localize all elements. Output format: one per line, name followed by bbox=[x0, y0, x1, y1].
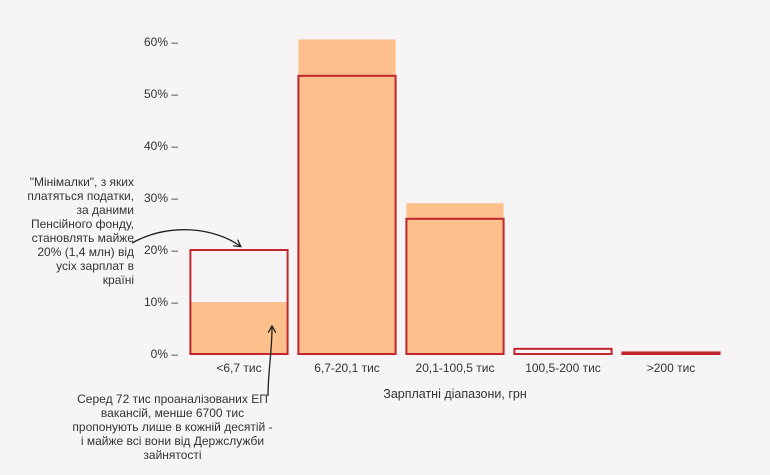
y-tick-label: 50% – bbox=[144, 87, 178, 101]
y-tick-label: 60% – bbox=[144, 35, 178, 49]
annotation-vacancies: Серед 72 тис проаналізованих ЕП вакансій… bbox=[72, 392, 273, 462]
x-tick-label: 6,7-20,1 тис bbox=[314, 361, 380, 375]
annotation-minimum-wage: "Мінімалки", з яких платяться податки, з… bbox=[27, 175, 134, 287]
bar-outline-1 bbox=[297, 74, 397, 356]
y-tick-label: 40% – bbox=[144, 139, 178, 153]
x-axis-title: Зарплатні діапазони, грн bbox=[383, 387, 527, 401]
bar-filled-2 bbox=[406, 203, 504, 354]
bar-filled-0 bbox=[190, 302, 288, 354]
bar-outline-3 bbox=[513, 347, 613, 355]
y-tick-label: 0% – bbox=[151, 347, 179, 361]
y-axis: 0% – 10% – 20% – 30% – 40% – 50% – 60% – bbox=[144, 35, 178, 361]
x-axis: <6,7 тис 6,7-20,1 тис 20,1-100,5 тис 100,5-… bbox=[216, 361, 695, 375]
y-tick-label: 10% – bbox=[144, 295, 178, 309]
y-tick-label: 20% – bbox=[144, 243, 178, 257]
bar-outline-2 bbox=[405, 217, 505, 355]
outline-bars bbox=[189, 74, 721, 356]
filled-bars bbox=[190, 39, 504, 355]
bar-filled-1 bbox=[298, 39, 396, 355]
x-tick-label: 20,1-100,5 тис bbox=[416, 361, 495, 375]
annotation-arrow-top bbox=[131, 229, 240, 246]
annotation-arrow-bottom bbox=[267, 327, 272, 397]
bar-outline-4 bbox=[621, 351, 721, 356]
x-tick-label: <6,7 тис bbox=[216, 361, 261, 375]
x-tick-label: 100,5-200 тис bbox=[525, 361, 601, 375]
bar-outline-0 bbox=[189, 249, 289, 355]
y-tick-label: 30% – bbox=[144, 191, 178, 205]
x-tick-label: >200 тис bbox=[647, 361, 696, 375]
